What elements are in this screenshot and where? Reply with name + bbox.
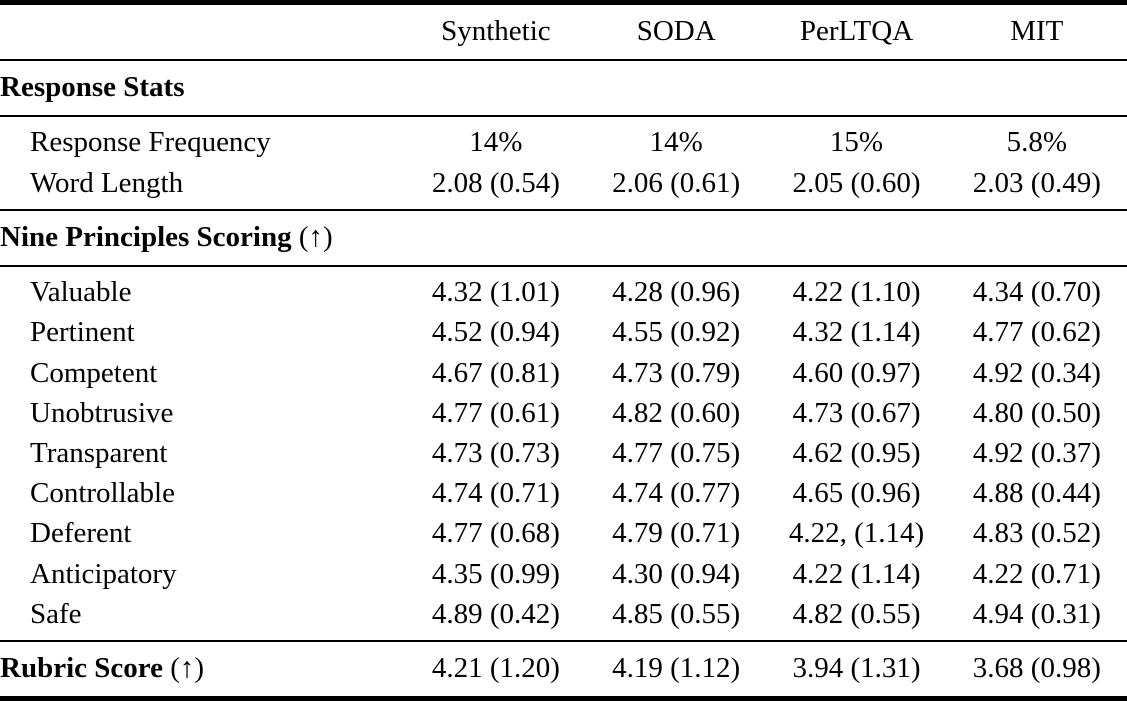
cell-value: 4.19 (1.12) <box>612 652 741 685</box>
cell-value: 4.22 (1.14) <box>792 557 921 590</box>
cell-value: 4.32 (1.01) <box>431 276 560 309</box>
up-arrow-suffix: (↑) <box>298 220 333 253</box>
section-body-nine-principles: Valuable 4.32 (1.01) 4.28 (0.96) 4.22 (1… <box>0 266 1127 643</box>
table-row: Deferent 4.77 (0.68) 4.79 (0.71) 4.22, (… <box>0 513 1127 553</box>
table-row: Controllable 4.74 (0.71) 4.74 (0.77) 4.6… <box>0 473 1127 513</box>
table-row: Anticipatory 4.35 (0.99) 4.30 (0.94) 4.2… <box>0 554 1127 594</box>
cell-value: 4.35 (0.99) <box>431 557 560 590</box>
row-label: Safe <box>0 593 406 643</box>
row-label: Response Frequency <box>30 126 271 159</box>
cell-value: 4.80 (0.50) <box>972 396 1101 429</box>
section-footer-rubric-score: Rubric Score (↑) 4.21 (1.20) 4.19 (1.12)… <box>0 641 1127 699</box>
cell-value: 4.67 (0.81) <box>431 356 560 389</box>
table-row: Valuable 4.32 (1.01) 4.28 (0.96) 4.22 (1… <box>0 266 1127 312</box>
table-row: Safe 4.89 (0.42) 4.85 (0.55) 4.82 (0.55)… <box>0 593 1127 643</box>
cell-value: 4.83 (0.52) <box>972 517 1101 550</box>
cell-value: 4.21 (1.20) <box>431 652 560 685</box>
section-title-text: Nine Principles Scoring <box>0 220 292 253</box>
cell-value: 4.85 (0.55) <box>586 593 767 643</box>
cell-value: 4.22, (1.14) <box>788 517 925 550</box>
cell-value: 4.32 (1.14) <box>792 316 921 349</box>
cell-value: 2.03 (0.49) <box>946 162 1127 211</box>
cell-value: 4.82 (0.55) <box>766 593 947 643</box>
cell-value: 4.60 (0.97) <box>792 356 921 389</box>
cell-value: 4.82 (0.60) <box>612 396 741 429</box>
cell-value: 4.79 (0.71) <box>612 517 741 550</box>
cell-value: 4.30 (0.94) <box>612 557 741 590</box>
row-label: Anticipatory <box>30 557 177 590</box>
footer-row: Rubric Score (↑) 4.21 (1.20) 4.19 (1.12)… <box>0 641 1127 699</box>
table-row: Word Length 2.08 (0.54) 2.06 (0.61) 2.05… <box>0 162 1127 211</box>
cell-value: 15% <box>829 126 884 159</box>
cell-value: 14% <box>649 126 703 159</box>
cell-value: 4.55 (0.92) <box>612 316 741 349</box>
cell-value: 4.77 (0.61) <box>431 396 560 429</box>
cell-value: 4.94 (0.31) <box>946 593 1127 643</box>
column-header-synthetic: Synthetic <box>405 2 587 62</box>
cell-value: 4.77 (0.62) <box>972 316 1101 349</box>
footer-label-text: Rubric Score <box>0 652 163 685</box>
cell-value: 4.88 (0.44) <box>972 477 1101 510</box>
cell-value: 4.92 (0.34) <box>972 356 1101 389</box>
cell-value: 4.77 (0.75) <box>612 436 741 469</box>
footer-label: Rubric Score (↑) <box>0 641 406 699</box>
section-title-text: Response Stats <box>0 71 185 104</box>
section-body-response-stats: Response Frequency 14% 14% 15% 5.8% Word… <box>0 116 1127 211</box>
cell-value: 5.8% <box>1006 126 1068 159</box>
header-row: Synthetic SODA PerLTQA MIT <box>0 2 1127 62</box>
cell-value: 4.22 (1.10) <box>792 276 921 309</box>
cell-value: 4.22 (0.71) <box>972 557 1101 590</box>
row-label: Word Length <box>0 162 406 211</box>
cell-value: 3.68 (0.98) <box>972 652 1101 685</box>
row-label: Pertinent <box>30 316 135 349</box>
up-arrow-suffix: (↑) <box>170 652 205 685</box>
column-header-empty <box>0 2 406 62</box>
cell-value: 4.74 (0.77) <box>612 477 741 510</box>
table-header: Synthetic SODA PerLTQA MIT <box>0 2 1127 62</box>
column-header-soda: SODA <box>586 2 767 62</box>
cell-value: 4.28 (0.96) <box>612 276 741 309</box>
section-header-row: Response Stats <box>0 60 1127 118</box>
cell-value: 4.73 (0.67) <box>792 396 921 429</box>
column-header-mit: MIT <box>946 2 1127 62</box>
cell-value: 4.62 (0.95) <box>792 436 921 469</box>
cell-value: 2.05 (0.60) <box>766 162 947 211</box>
row-label: Transparent <box>30 436 168 469</box>
cell-value: 14% <box>469 126 523 159</box>
section-header-response-stats: Response Stats <box>0 60 1127 118</box>
cell-value: 4.73 (0.79) <box>612 356 741 389</box>
row-label: Valuable <box>30 276 132 309</box>
row-label: Competent <box>30 356 158 389</box>
section-title: Response Stats <box>0 60 1127 118</box>
table-row: Transparent 4.73 (0.73) 4.77 (0.75) 4.62… <box>0 433 1127 473</box>
row-label: Deferent <box>30 517 132 550</box>
cell-value: 4.92 (0.37) <box>972 436 1101 469</box>
table-row: Competent 4.67 (0.81) 4.73 (0.79) 4.60 (… <box>0 353 1127 393</box>
cell-value: 4.77 (0.68) <box>431 517 560 550</box>
cell-value: 4.89 (0.42) <box>405 593 587 643</box>
cell-value: 4.52 (0.94) <box>431 316 560 349</box>
cell-value: 4.74 (0.71) <box>431 477 560 510</box>
cell-value: 3.94 (1.31) <box>792 652 921 685</box>
cell-value: 2.08 (0.54) <box>405 162 587 211</box>
table-row: Unobtrusive 4.77 (0.61) 4.82 (0.60) 4.73… <box>0 393 1127 433</box>
cell-value: 4.34 (0.70) <box>972 276 1101 309</box>
section-title: Nine Principles Scoring (↑) <box>0 209 1127 268</box>
row-label: Unobtrusive <box>30 396 174 429</box>
column-header-perltqa: PerLTQA <box>766 2 947 62</box>
section-header-row: Nine Principles Scoring (↑) <box>0 209 1127 268</box>
cell-value: 4.73 (0.73) <box>431 436 560 469</box>
row-label: Controllable <box>30 477 175 510</box>
section-header-nine-principles: Nine Principles Scoring (↑) <box>0 209 1127 268</box>
cell-value: 2.06 (0.61) <box>586 162 767 211</box>
cell-value: 4.65 (0.96) <box>792 477 921 510</box>
table-row: Response Frequency 14% 14% 15% 5.8% <box>0 116 1127 162</box>
table-row: Pertinent 4.52 (0.94) 4.55 (0.92) 4.32 (… <box>0 312 1127 352</box>
